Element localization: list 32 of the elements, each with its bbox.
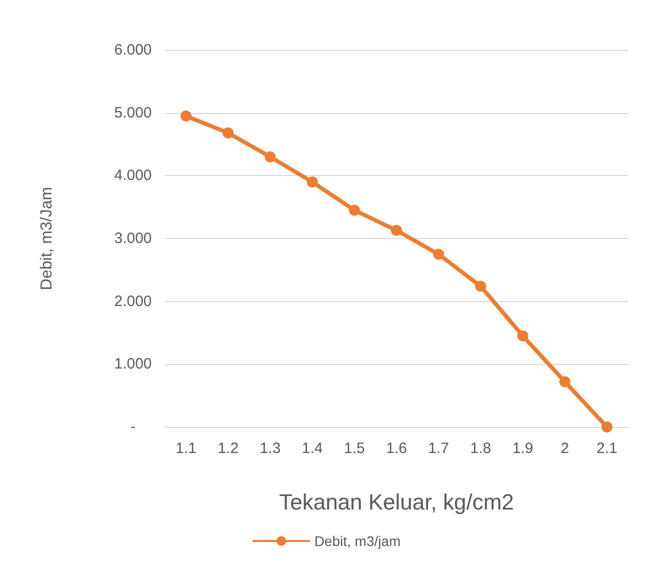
y-tick-label: 3.000 xyxy=(114,230,152,247)
point xyxy=(517,330,528,342)
x-tick-label: 1.7 xyxy=(428,440,450,457)
point xyxy=(601,422,612,432)
y-axis-title: Debit, m3/Jam xyxy=(38,186,56,290)
y-tick-label: 2.000 xyxy=(114,292,152,310)
x-tick-label: 1.5 xyxy=(344,440,365,457)
point xyxy=(559,376,570,388)
point xyxy=(222,127,234,138)
x-axis-title: Tekanan Keluar, kg/cm2 xyxy=(279,490,514,514)
x-tick-label: 1.4 xyxy=(302,440,323,457)
y-tick-label: 6.000 xyxy=(114,42,152,58)
point xyxy=(391,224,402,236)
legend-label: Debit, m3/jam xyxy=(314,533,401,549)
y-tick-label: 5.000 xyxy=(114,104,152,122)
x-tick-label: 1.9 xyxy=(512,440,534,457)
y-tick-label: 1.000 xyxy=(114,356,152,373)
point xyxy=(348,204,360,216)
y-tick-label: - xyxy=(130,418,136,436)
x-tick-label: 1.8 xyxy=(470,440,492,457)
point xyxy=(264,151,276,162)
point xyxy=(433,248,444,260)
x-tick-label: 2.1 xyxy=(596,440,618,457)
point xyxy=(180,110,192,122)
point xyxy=(475,280,486,292)
x-tick-label: 1.6 xyxy=(386,440,407,457)
x-tick-label: 1.1 xyxy=(176,440,196,457)
x-tick-label: 2 xyxy=(560,440,570,457)
y-tick-label: 4.000 xyxy=(114,167,152,184)
point xyxy=(306,176,318,188)
x-tick-label: 1.3 xyxy=(260,440,281,457)
x-tick-label: 1.2 xyxy=(218,440,239,457)
